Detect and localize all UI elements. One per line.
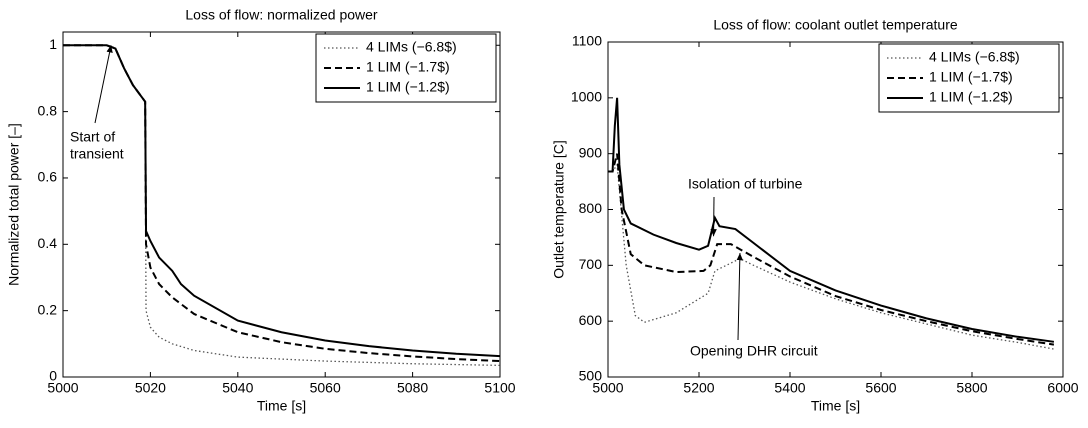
x-tick-label: 5080 bbox=[397, 380, 428, 396]
y-tick-label: 0.6 bbox=[38, 169, 58, 185]
annotation-arrow bbox=[94, 45, 113, 124]
legend-label: 4 LIMs (−6.8$) bbox=[366, 39, 457, 55]
chart-title: Loss of flow: normalized power bbox=[185, 7, 378, 23]
x-axis-label: Time [s] bbox=[257, 398, 306, 414]
legend-label: 4 LIMs (−6.8$) bbox=[929, 49, 1020, 65]
x-tick-label: 5020 bbox=[135, 380, 166, 396]
annotation: Start of bbox=[70, 129, 115, 145]
annotation: transient bbox=[70, 146, 124, 162]
y-tick-label: 800 bbox=[579, 200, 603, 216]
chart-title: Loss of flow: coolant outlet temperature bbox=[713, 17, 958, 33]
x-tick-label: 5400 bbox=[774, 380, 805, 396]
line bbox=[608, 162, 1055, 350]
annotation: Isolation of turbine bbox=[688, 176, 803, 192]
legend-label: 1 LIM (−1.7$) bbox=[366, 59, 450, 75]
y-tick-label: 0 bbox=[49, 368, 57, 384]
y-tick-label: 500 bbox=[579, 368, 603, 384]
y-axis-label: Outlet temperature [C] bbox=[551, 140, 567, 279]
line bbox=[608, 153, 1055, 346]
legend-label: 1 LIM (−1.2$) bbox=[366, 79, 450, 95]
annotation-arrow bbox=[736, 253, 743, 341]
x-tick-label: 5600 bbox=[865, 380, 896, 396]
x-tick-label: 5800 bbox=[956, 380, 987, 396]
x-tick-label: 5000 bbox=[47, 380, 78, 396]
y-axis-label: Normalized total power [–] bbox=[6, 123, 22, 286]
y-tick-label: 0.2 bbox=[38, 301, 58, 317]
y-tick-label: 0.4 bbox=[38, 235, 58, 251]
y-tick-label: 1100 bbox=[572, 33, 602, 49]
y-tick-label: 0.8 bbox=[38, 102, 58, 118]
x-tick-label: 5060 bbox=[310, 380, 341, 396]
x-tick-label: 5000 bbox=[592, 380, 623, 396]
legend-label: 1 LIM (−1.2$) bbox=[929, 89, 1013, 105]
x-tick-label: 6000 bbox=[1047, 380, 1078, 396]
y-tick-label: 600 bbox=[579, 312, 603, 328]
x-tick-label: 5040 bbox=[222, 380, 253, 396]
y-tick-label: 900 bbox=[579, 144, 603, 160]
line bbox=[608, 97, 1055, 343]
line bbox=[63, 44, 501, 358]
x-tick-label: 5200 bbox=[683, 380, 714, 396]
legend-label: 1 LIM (−1.7$) bbox=[929, 69, 1013, 85]
annotation: Opening DHR circuit bbox=[690, 343, 818, 359]
x-axis-label: Time [s] bbox=[811, 398, 860, 414]
y-tick-label: 700 bbox=[579, 256, 603, 272]
plot-frame bbox=[62, 31, 501, 378]
y-tick-label: 1 bbox=[49, 36, 57, 52]
x-tick-label: 5100 bbox=[484, 380, 515, 396]
y-tick-label: 1000 bbox=[571, 89, 602, 105]
